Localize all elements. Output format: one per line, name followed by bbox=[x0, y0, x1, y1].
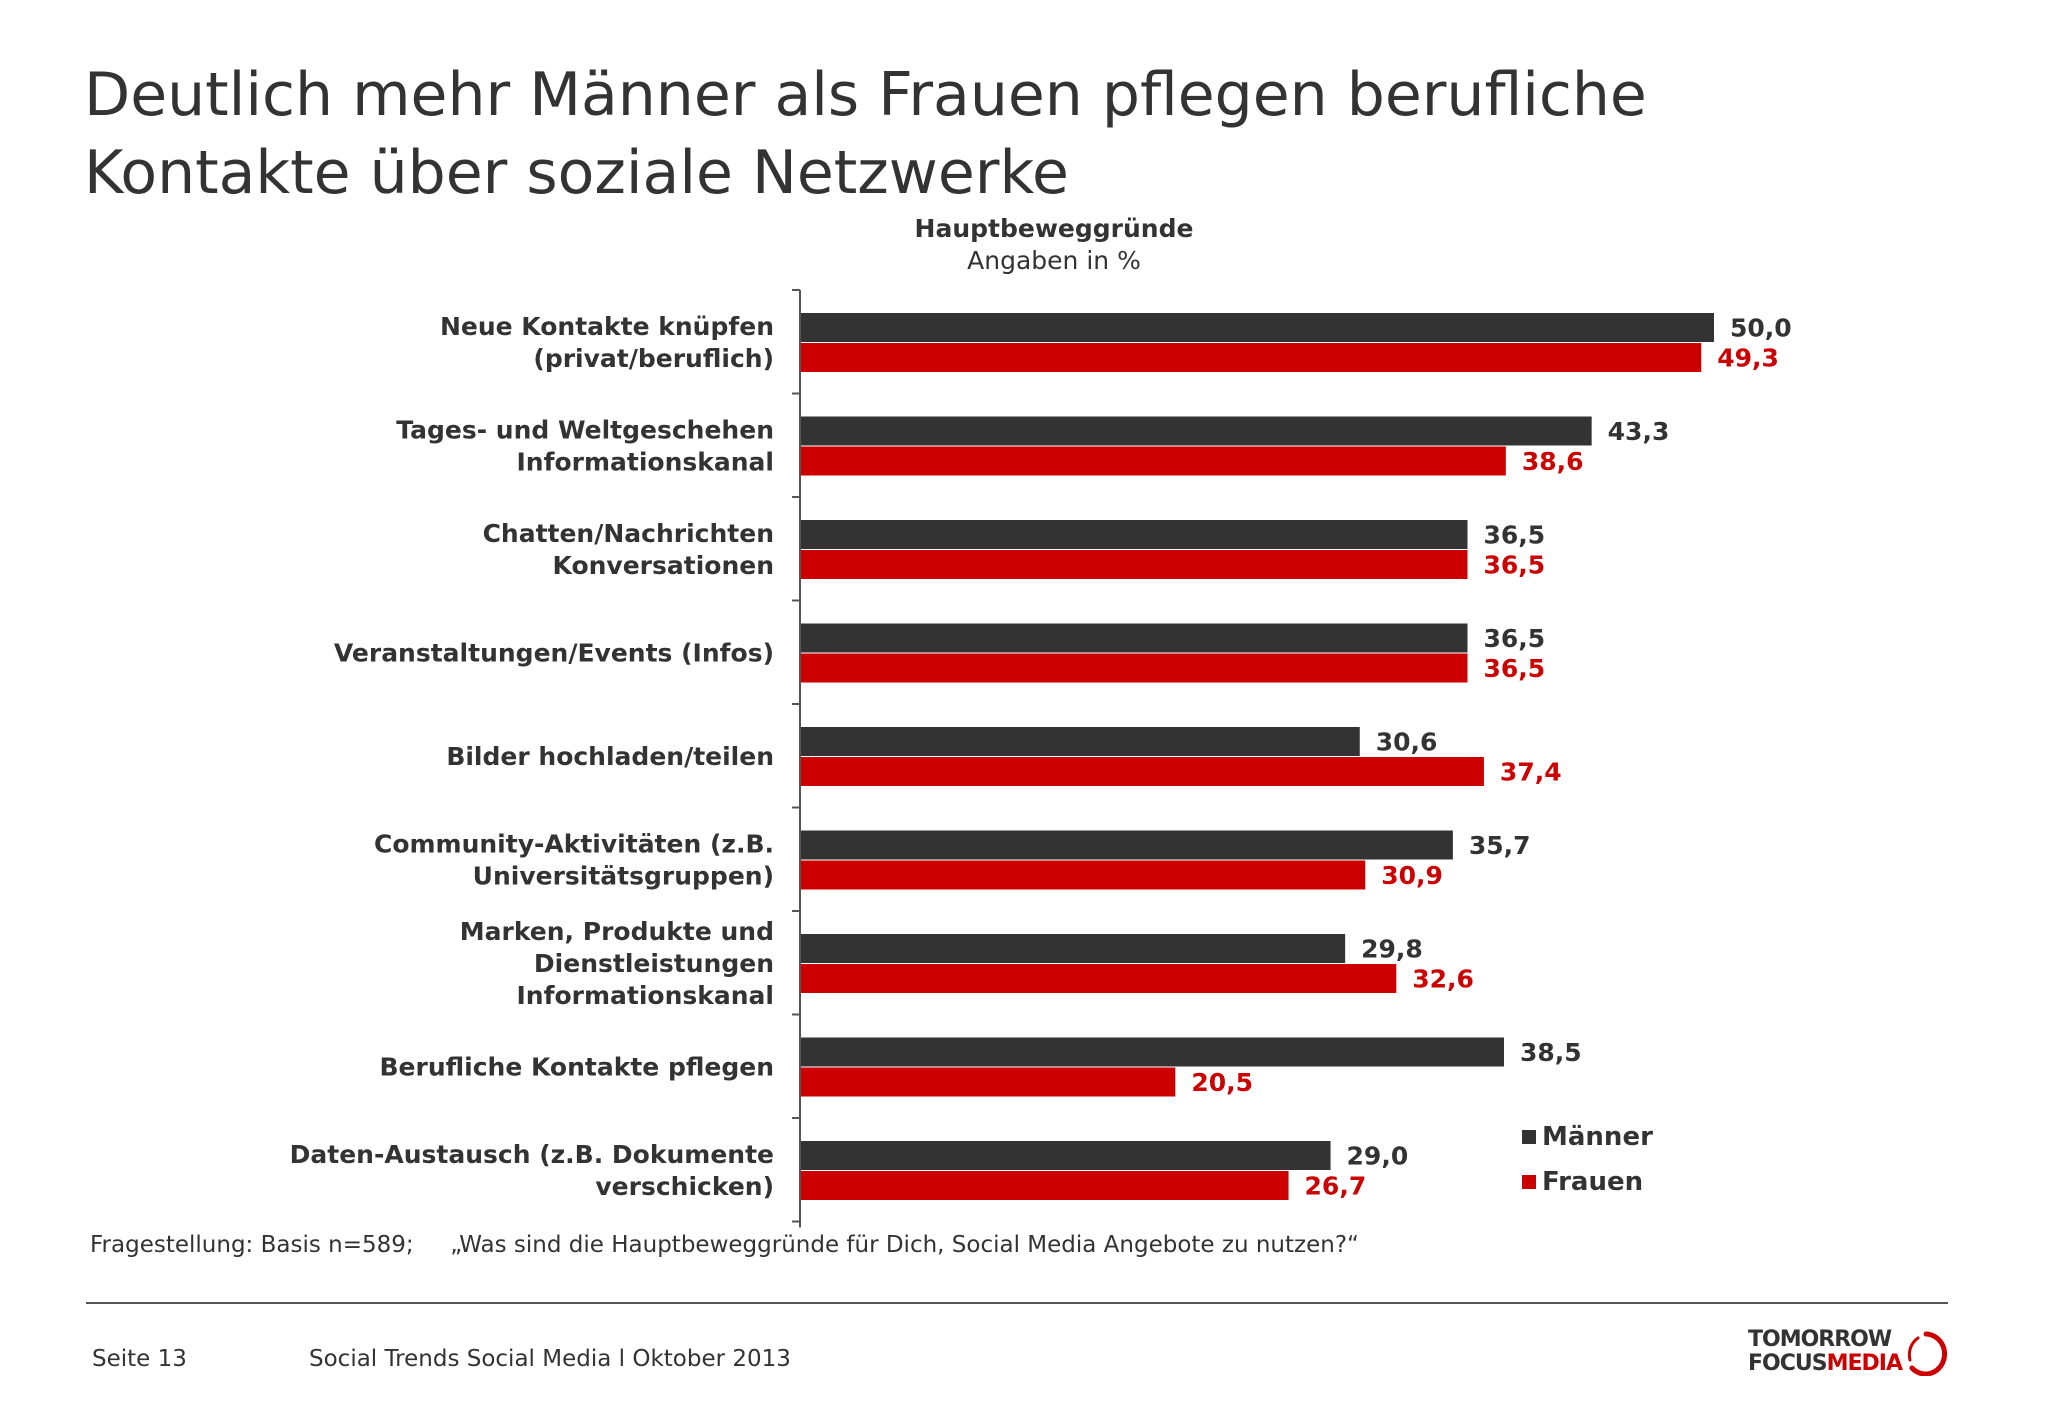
bar-chart: Neue Kontakte knüpfen (privat/beruflich) 5… bbox=[290, 289, 1792, 1228]
category-label: Daten-Austausch (z.B. Dokumente verschick… bbox=[290, 1140, 774, 1201]
data-label-maenner: 35,7 bbox=[1469, 831, 1531, 860]
data-label-maenner: 30,6 bbox=[1376, 728, 1438, 757]
data-label-maenner: 50,0 bbox=[1730, 314, 1792, 343]
legend-item-maenner: Männer bbox=[1522, 1122, 1653, 1152]
data-label-maenner: 29,8 bbox=[1361, 935, 1423, 964]
category-label-line: Informationskanal bbox=[516, 981, 774, 1010]
data-label-maenner: 36,5 bbox=[1483, 521, 1545, 550]
page-title-line-1: Deutlich mehr Männer als Frauen pflegen … bbox=[84, 60, 1647, 130]
chart-subtitle: Angaben in % bbox=[967, 246, 1141, 275]
data-label-maenner: 43,3 bbox=[1608, 417, 1670, 446]
legend-label-maenner: Männer bbox=[1542, 1122, 1653, 1152]
category-label: Berufliche Kontakte pflegen bbox=[379, 1053, 774, 1082]
category-label-line: Universitätsgruppen) bbox=[473, 862, 774, 891]
bar-maenner bbox=[801, 830, 1453, 860]
bar-frauen bbox=[801, 1171, 1289, 1200]
category-label-line: Daten-Austausch (z.B. Dokumente bbox=[290, 1140, 774, 1169]
data-label-frauen: 20,5 bbox=[1191, 1068, 1253, 1097]
data-label-maenner: 29,0 bbox=[1347, 1142, 1409, 1171]
category-label: Community-Aktivitäten (z.B. Universitätsg… bbox=[374, 830, 774, 891]
category-label-line: Community-Aktivitäten (z.B. bbox=[374, 830, 774, 859]
legend-swatch-frauen bbox=[1522, 1175, 1536, 1189]
page-title: Deutlich mehr Männer als Frauen pflegen … bbox=[84, 56, 1984, 212]
category-label-line: Dienstleistungen bbox=[534, 949, 774, 978]
bar-frauen bbox=[801, 343, 1702, 372]
data-label-maenner: 38,5 bbox=[1520, 1038, 1582, 1067]
category-label-line: Berufliche Kontakte pflegen bbox=[379, 1053, 774, 1082]
category-label-line: Informationskanal bbox=[516, 448, 774, 477]
bar-frauen bbox=[801, 860, 1366, 890]
category-label-line: Neue Kontakte knüpfen bbox=[440, 312, 774, 341]
data-label-frauen: 26,7 bbox=[1305, 1172, 1367, 1201]
category-label-line: Bilder hochladen/teilen bbox=[446, 742, 774, 771]
category-label-line: Chatten/Nachrichten bbox=[483, 519, 774, 548]
category-label: Chatten/Nachrichten Konversationen bbox=[483, 519, 774, 580]
footer-text: Social Trends Social Media l Oktober 201… bbox=[309, 1346, 791, 1372]
category-label: Neue Kontakte knüpfen (privat/beruflich) bbox=[440, 312, 774, 373]
category-label-line: Veranstaltungen/Events (Infos) bbox=[334, 639, 774, 668]
category-label: Bilder hochladen/teilen bbox=[446, 742, 774, 771]
bar-frauen bbox=[801, 757, 1484, 786]
legend-item-frauen: Frauen bbox=[1522, 1167, 1643, 1197]
logo-ring-icon bbox=[1907, 1331, 1948, 1376]
bar-maenner bbox=[801, 727, 1360, 756]
category-label-line: Tages- und Weltgeschehen bbox=[396, 416, 774, 445]
logo-focus: FOCUS bbox=[1748, 1351, 1828, 1376]
data-label-frauen: 36,5 bbox=[1483, 654, 1545, 683]
bar-frauen bbox=[801, 1067, 1176, 1097]
data-label-frauen: 32,6 bbox=[1412, 965, 1474, 994]
logo-media: MEDIA bbox=[1826, 1351, 1903, 1376]
category-label-line: Marken, Produkte und bbox=[460, 917, 774, 946]
logo-line-1: TOMORROW bbox=[1748, 1327, 1892, 1352]
chart-title: Hauptbeweggründe bbox=[914, 214, 1194, 243]
category-label-line: verschicken) bbox=[595, 1172, 774, 1201]
bar-frauen bbox=[801, 653, 1468, 683]
category-label-line: Konversationen bbox=[553, 551, 774, 580]
data-label-frauen: 37,4 bbox=[1500, 758, 1562, 787]
category-label-line: (privat/beruflich) bbox=[533, 344, 774, 373]
question-text: Fragestellung: Basis n=589; „Was sind di… bbox=[90, 1232, 1359, 1258]
data-label-maenner: 36,5 bbox=[1483, 624, 1545, 653]
legend-label-frauen: Frauen bbox=[1542, 1167, 1644, 1197]
category-label: Tages- und Weltgeschehen Informationskana… bbox=[396, 416, 774, 477]
bar-maenner bbox=[801, 1037, 1505, 1067]
tomorrow-focus-media-logo: TOMORROW FOCUSMEDIA bbox=[1748, 1328, 1948, 1378]
bar-maenner bbox=[801, 934, 1346, 963]
data-label-frauen: 30,9 bbox=[1381, 861, 1443, 890]
bar-maenner bbox=[801, 1141, 1331, 1170]
category-label: Veranstaltungen/Events (Infos) bbox=[334, 639, 774, 668]
bar-maenner bbox=[801, 623, 1468, 653]
bar-frauen bbox=[801, 446, 1506, 476]
bar-frauen bbox=[801, 964, 1397, 993]
bar-maenner bbox=[801, 416, 1592, 446]
category-label: Marken, Produkte und Dienstleistungen Info… bbox=[460, 917, 774, 1010]
data-label-frauen: 36,5 bbox=[1483, 551, 1545, 580]
data-label-frauen: 38,6 bbox=[1522, 447, 1584, 476]
legend-swatch-maenner bbox=[1522, 1130, 1536, 1144]
bar-maenner bbox=[801, 520, 1468, 549]
bar-maenner bbox=[801, 313, 1714, 342]
bar-frauen bbox=[801, 550, 1468, 579]
data-label-frauen: 49,3 bbox=[1717, 344, 1779, 373]
footer-divider bbox=[86, 1302, 1948, 1304]
page-title-line-2: Kontakte über soziale Netzwerke bbox=[84, 138, 1069, 208]
footer-page-number: Seite 13 bbox=[92, 1346, 187, 1372]
